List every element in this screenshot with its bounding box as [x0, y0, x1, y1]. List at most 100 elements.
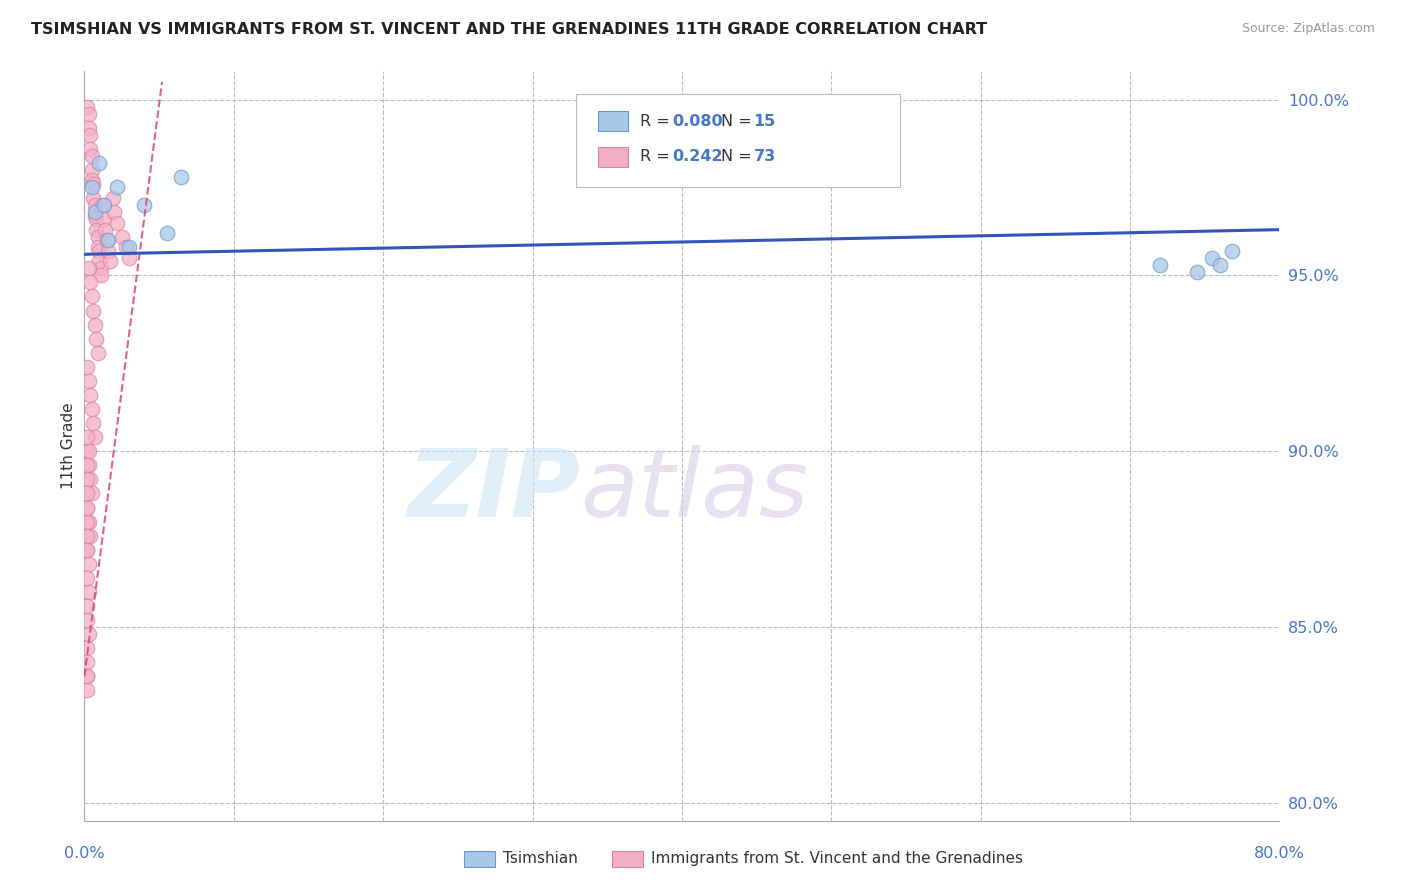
Text: Immigrants from St. Vincent and the Grenadines: Immigrants from St. Vincent and the Gren…: [651, 852, 1024, 866]
Point: [118, 240, 141, 254]
Point: [83, 198, 105, 212]
Point: [1201, 251, 1223, 265]
Text: Tsimshian: Tsimshian: [503, 852, 578, 866]
Point: [77, 585, 100, 599]
Point: [79, 529, 101, 543]
Point: [115, 240, 138, 254]
Point: [94, 222, 117, 236]
Point: [82, 191, 104, 205]
Point: [87, 240, 110, 254]
Text: 80.0%: 80.0%: [1254, 846, 1305, 861]
Point: [77, 106, 100, 120]
Point: [76, 430, 98, 444]
Point: [1220, 244, 1243, 258]
Point: [76, 458, 98, 473]
Point: [105, 216, 128, 230]
Point: [101, 191, 124, 205]
Point: [96, 233, 118, 247]
Text: ZIP: ZIP: [408, 445, 581, 537]
Point: [93, 212, 115, 227]
Point: [76, 444, 98, 458]
Point: [79, 388, 101, 402]
Point: [76, 669, 98, 683]
Text: N =: N =: [721, 150, 758, 164]
Point: [155, 226, 177, 240]
Text: 15: 15: [754, 114, 776, 128]
Point: [76, 500, 98, 515]
Point: [90, 268, 112, 283]
Point: [83, 430, 105, 444]
Point: [79, 276, 101, 290]
Point: [77, 515, 100, 529]
Text: atlas: atlas: [581, 445, 808, 536]
Point: [89, 156, 111, 170]
Point: [77, 557, 100, 571]
Point: [87, 229, 110, 244]
Text: 0.080: 0.080: [672, 114, 723, 128]
Point: [105, 180, 128, 194]
Text: 0.0%: 0.0%: [65, 846, 104, 861]
Point: [82, 416, 104, 430]
Point: [77, 374, 100, 388]
Point: [79, 142, 101, 156]
Point: [79, 128, 101, 142]
Point: [77, 261, 100, 276]
Text: 73: 73: [754, 150, 776, 164]
Point: [89, 254, 111, 268]
Point: [82, 303, 104, 318]
Point: [77, 458, 100, 473]
Point: [86, 212, 108, 227]
Text: N =: N =: [721, 114, 758, 128]
Point: [83, 205, 105, 219]
Point: [76, 656, 98, 670]
Point: [76, 99, 98, 113]
Point: [87, 345, 110, 359]
Point: [80, 486, 103, 500]
Point: [76, 529, 98, 543]
Point: [77, 444, 100, 458]
Point: [76, 486, 98, 500]
Point: [132, 198, 156, 212]
Point: [76, 500, 98, 515]
Point: [76, 683, 98, 698]
Text: TSIMSHIAN VS IMMIGRANTS FROM ST. VINCENT AND THE GRENADINES 11TH GRADE CORRELATI: TSIMSHIAN VS IMMIGRANTS FROM ST. VINCENT…: [31, 22, 987, 37]
Point: [90, 261, 112, 276]
Point: [89, 244, 111, 258]
Point: [76, 542, 98, 557]
Point: [97, 233, 120, 247]
Point: [86, 332, 108, 346]
Point: [76, 542, 98, 557]
Y-axis label: 11th Grade: 11th Grade: [60, 402, 76, 490]
Point: [80, 289, 103, 303]
Point: [80, 149, 103, 163]
Point: [93, 198, 115, 212]
Point: [76, 515, 98, 529]
Point: [98, 254, 121, 268]
Point: [76, 571, 98, 585]
Point: [83, 318, 105, 332]
Point: [97, 244, 120, 258]
Point: [80, 173, 103, 187]
Point: [76, 599, 98, 613]
Point: [91, 198, 114, 212]
Point: [80, 402, 103, 417]
Point: [76, 359, 98, 374]
Point: [80, 162, 103, 177]
Point: [82, 177, 104, 191]
Text: 0.242: 0.242: [672, 150, 723, 164]
Text: R =: R =: [640, 114, 675, 128]
Point: [77, 120, 100, 135]
Text: R =: R =: [640, 150, 675, 164]
Point: [77, 627, 100, 641]
Point: [1187, 265, 1209, 279]
Point: [118, 251, 141, 265]
Point: [103, 205, 125, 219]
Point: [83, 209, 105, 223]
Point: [1209, 258, 1232, 272]
Point: [80, 180, 103, 194]
Point: [111, 229, 134, 244]
Point: [76, 669, 98, 683]
Point: [1149, 258, 1171, 272]
Point: [76, 641, 98, 656]
Text: Source: ZipAtlas.com: Source: ZipAtlas.com: [1241, 22, 1375, 36]
